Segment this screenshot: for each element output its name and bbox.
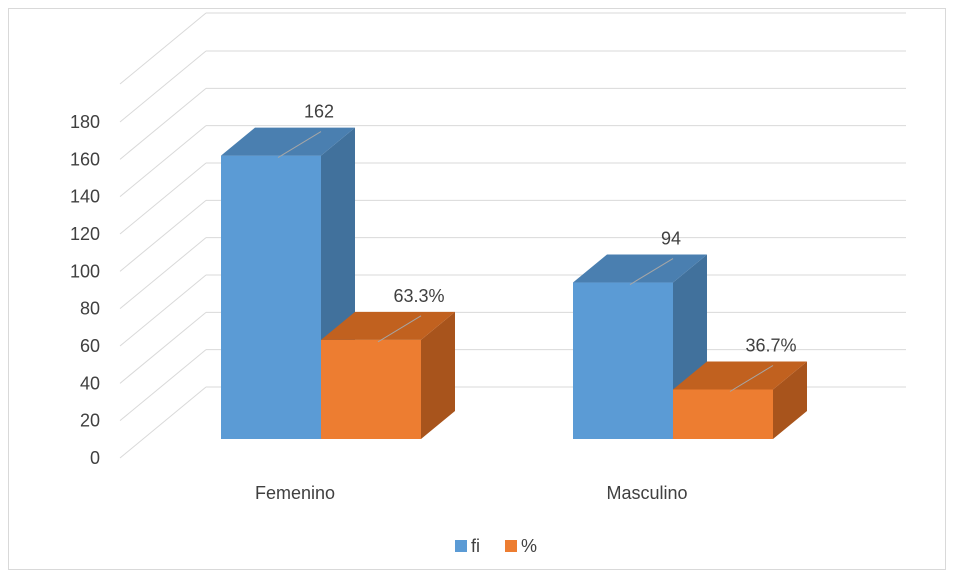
y-tick-label: 160 [70,149,100,169]
chart-frame [8,8,946,570]
bar-top-fi-0 [221,127,355,156]
data-label-fi-1: 94 [661,229,681,249]
x-axis-categories: Femenino Masculino [255,483,688,503]
gridline-side-1 [119,349,207,422]
y-tick-label: 80 [80,299,100,319]
data-labels: 162 63.3% 94 36.7% [277,102,797,392]
bar-side-%-1 [773,361,807,439]
gridline-side-5 [119,199,207,272]
legend-label-0: fi [471,536,480,556]
y-tick-label: 100 [70,261,100,281]
bar-%-1 [673,389,773,439]
gridline-side-0 [119,386,207,459]
y-axis-ticks: 0 20 40 60 80 100 120 140 160 180 [70,112,100,468]
data-label-%-0: 63.3% [393,286,444,306]
legend-label-1: % [521,536,537,556]
bar-top-fi-1 [573,254,707,283]
legend-swatch-0 [455,540,467,552]
bar-side-%-0 [421,311,455,439]
bars [221,127,807,439]
data-label-fi-0: 162 [304,102,334,122]
gridline-side-8 [119,87,207,160]
gridline-side-2 [119,311,207,384]
y-tick-label: 180 [70,112,100,132]
gridline-side-7 [119,125,207,198]
legend: fi% [455,536,537,556]
category-label: Masculino [606,483,687,503]
gridline-side-3 [119,274,207,347]
y-tick-label: 140 [70,187,100,207]
leader-line-%-1 [729,365,774,392]
data-label-%-1: 36.7% [745,335,796,355]
y-tick-label: 20 [80,411,100,431]
gridline-side-6 [119,162,207,235]
category-label: Femenino [255,483,335,503]
gridline-side-top [119,12,207,85]
gridline-side-9 [119,50,207,123]
y-tick-label: 60 [80,336,100,356]
bar-fi-1 [573,282,673,439]
bar-top-%-0 [321,311,455,340]
bar-top-%-1 [673,361,807,390]
y-tick-label: 40 [80,373,100,393]
y-tick-label: 120 [70,224,100,244]
leader-line-fi-0 [277,131,322,159]
gridline-side-4 [119,237,207,310]
bar-fi-0 [221,155,321,439]
y-tick-label: 0 [90,448,100,468]
bar-%-0 [321,339,421,439]
legend-swatch-1 [505,540,517,552]
leader-line-%-0 [377,315,422,343]
leader-line-fi-1 [629,258,674,285]
